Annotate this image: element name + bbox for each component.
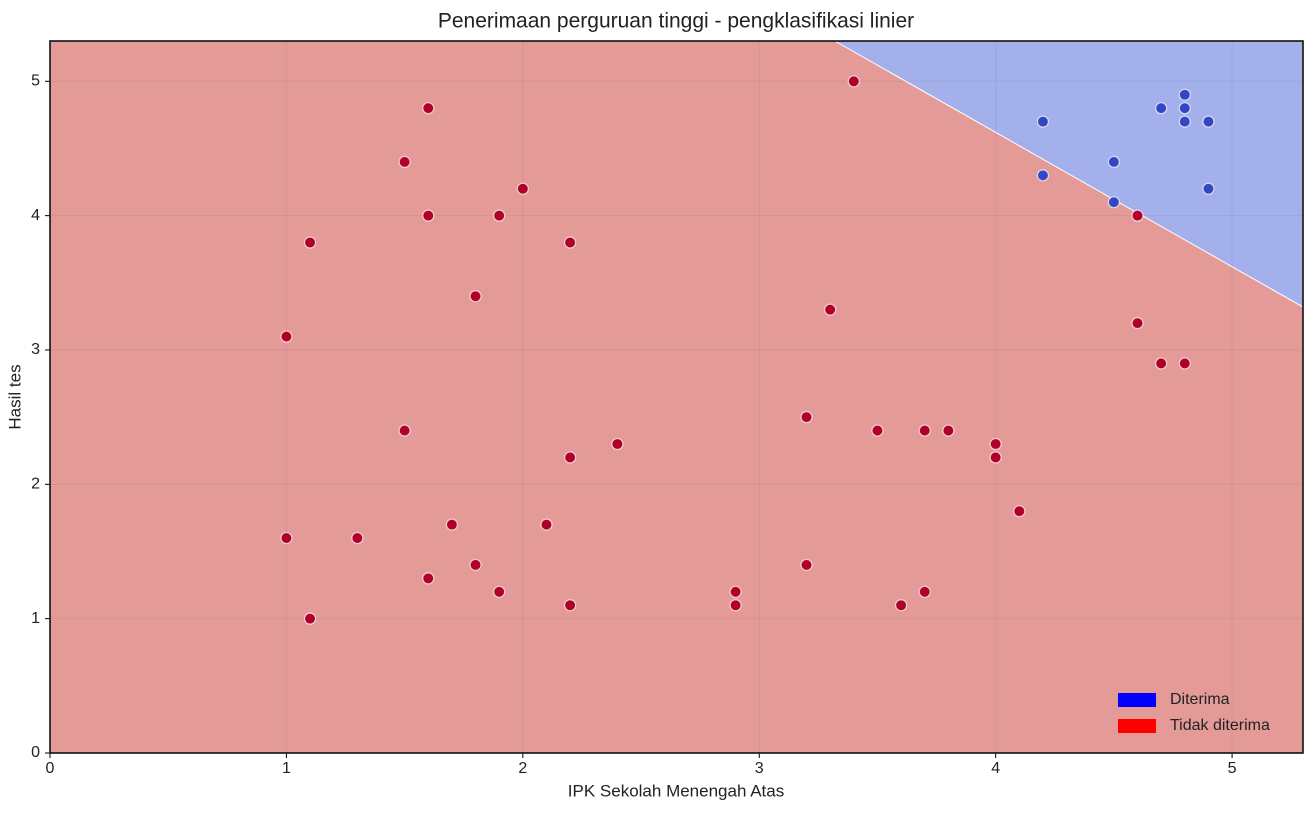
data-point	[445, 518, 459, 531]
legend-label: Tidak diterima	[1170, 717, 1270, 734]
data-point	[918, 585, 931, 598]
data-point	[1155, 102, 1168, 115]
x-tick-label: 0	[46, 760, 55, 777]
data-point	[894, 599, 908, 612]
data-point	[1107, 196, 1120, 209]
data-point	[1036, 169, 1050, 182]
data-point	[1131, 209, 1144, 222]
data-point	[303, 236, 317, 249]
data-point	[729, 585, 742, 598]
legend-swatch	[1118, 719, 1156, 733]
data-point	[871, 424, 884, 437]
data-point	[493, 585, 506, 598]
data-point	[351, 531, 364, 545]
x-tick-label: 5	[1228, 760, 1237, 777]
data-point	[1178, 88, 1191, 101]
data-point	[280, 531, 293, 545]
x-tick-label: 3	[755, 760, 764, 777]
data-point	[729, 599, 742, 612]
data-point	[611, 437, 624, 451]
data-point	[564, 236, 577, 249]
plot-frame	[49, 40, 1304, 754]
data-point	[1131, 317, 1144, 330]
data-point	[398, 424, 411, 437]
x-axis-label: IPK Sekolah Menengah Atas	[568, 781, 784, 800]
data-point	[564, 451, 577, 464]
data-point	[303, 612, 317, 625]
x-tick-label: 4	[991, 760, 1000, 777]
data-point	[847, 75, 860, 88]
data-point	[564, 599, 577, 612]
data-point	[1155, 357, 1168, 370]
data-point	[1178, 115, 1191, 128]
x-tick-label: 1	[282, 760, 291, 777]
data-point	[280, 330, 293, 343]
data-point	[1178, 102, 1191, 115]
data-point	[824, 303, 837, 316]
y-tick-label: 1	[31, 610, 40, 627]
data-point	[918, 424, 931, 437]
data-point	[942, 424, 955, 437]
data-point	[1036, 115, 1050, 128]
y-tick-label: 3	[31, 341, 40, 358]
data-point	[422, 572, 435, 585]
data-point	[469, 558, 482, 572]
y-tick-label: 2	[31, 476, 40, 493]
data-point	[1107, 155, 1120, 169]
data-point	[800, 411, 813, 424]
data-point	[989, 451, 1002, 464]
data-point	[398, 155, 411, 169]
y-tick-label: 4	[31, 207, 40, 224]
data-point	[800, 558, 813, 572]
data-point	[493, 209, 506, 222]
data-point	[422, 209, 435, 222]
data-point	[422, 102, 435, 115]
chart-title: Penerimaan perguruan tinggi - pengklasif…	[438, 10, 914, 33]
data-point	[1202, 115, 1215, 128]
x-tick-label: 2	[518, 760, 527, 777]
legend-swatch	[1118, 693, 1156, 707]
decision-boundary	[834, 40, 1304, 308]
data-point	[1178, 357, 1191, 370]
data-point	[1202, 182, 1215, 195]
data-point	[469, 290, 482, 303]
data-point	[540, 518, 553, 531]
data-point	[1013, 505, 1026, 518]
data-point	[989, 437, 1002, 451]
y-tick-label: 0	[31, 744, 40, 761]
y-tick-label: 5	[31, 73, 40, 90]
y-axis-label: Hasil tes	[5, 364, 24, 429]
data-point	[516, 182, 529, 195]
legend-label: Diterima	[1170, 691, 1230, 708]
